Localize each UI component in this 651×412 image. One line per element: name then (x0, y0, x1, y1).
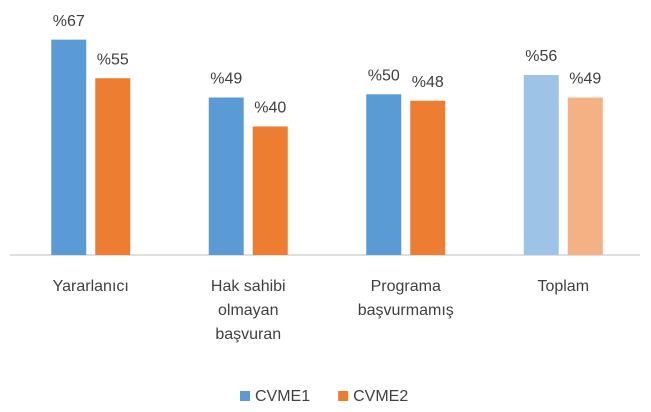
bar (95, 78, 131, 255)
legend-swatch (338, 391, 349, 401)
x-tick-label: Yararlanıcı (53, 278, 129, 295)
x-tick-label: olmayan (218, 302, 278, 319)
value-label: %48 (412, 74, 444, 91)
bar (366, 94, 402, 256)
bar (51, 39, 87, 256)
value-label: %50 (368, 68, 400, 85)
legend-swatch (240, 391, 250, 401)
x-tick-label: başvuran (215, 326, 281, 343)
value-label: %55 (97, 51, 129, 68)
x-tick-label: Toplam (537, 278, 589, 295)
bar (410, 100, 446, 255)
x-tick-label: başvurmamış (358, 302, 454, 319)
value-label: %49 (569, 71, 601, 88)
value-label: %56 (525, 48, 557, 65)
legend-label: CVME2 (353, 388, 408, 405)
bar (567, 97, 603, 255)
bar (208, 97, 244, 255)
bar (523, 75, 559, 255)
value-label: %49 (210, 71, 242, 88)
value-label: %67 (53, 13, 85, 30)
bar (252, 126, 288, 255)
x-tick-label: Hak sahibi (211, 278, 286, 295)
legend-label: CVME1 (255, 388, 310, 405)
x-tick-label: Programa (371, 278, 441, 295)
value-label: %40 (254, 100, 286, 117)
